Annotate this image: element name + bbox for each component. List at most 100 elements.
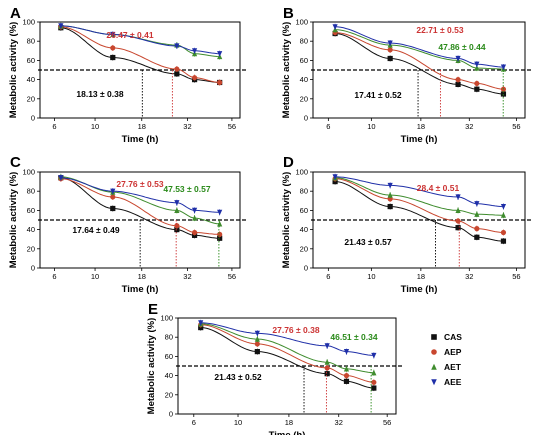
panel-letter: E xyxy=(148,301,158,318)
y-tick-label: 40 xyxy=(300,75,308,84)
point-CAS xyxy=(174,71,180,77)
ic50-annotation: 27.76 ± 0.53 xyxy=(116,179,163,189)
ic50-annotation: 47.53 ± 0.57 xyxy=(163,184,210,194)
y-tick-label: 0 xyxy=(304,114,308,123)
point-AET xyxy=(174,207,180,213)
fit-curve-AET xyxy=(200,323,374,374)
y-tick-label: 100 xyxy=(22,18,35,27)
ic50-annotation: 17.64 ± 0.49 xyxy=(72,225,119,235)
point-AEE xyxy=(198,320,204,326)
y-tick-label: 100 xyxy=(295,18,308,27)
y-tick-label: 0 xyxy=(304,264,308,273)
point-AEE xyxy=(500,203,507,210)
point-AET xyxy=(474,211,480,217)
y-tick-label: 100 xyxy=(160,314,173,323)
y-tick-label: 80 xyxy=(300,187,308,196)
x-tick-label: 18 xyxy=(138,122,146,131)
point-AEE xyxy=(500,64,507,71)
point-AEP xyxy=(254,341,260,347)
y-tick-label: 20 xyxy=(27,244,35,253)
point-AET xyxy=(324,359,330,365)
x-tick-label: 32 xyxy=(335,418,343,427)
point-AEP xyxy=(387,47,393,53)
y-axis-title: Metabolic activity (%) xyxy=(281,172,292,269)
x-tick-label: 6 xyxy=(192,418,196,427)
point-CAS xyxy=(371,385,377,391)
panel-letter: B xyxy=(283,5,294,22)
y-tick-label: 80 xyxy=(27,187,35,196)
panel-letter: C xyxy=(10,154,21,171)
point-AET xyxy=(217,220,223,227)
point-AEE xyxy=(474,61,480,68)
point-AEE xyxy=(58,23,64,29)
y-tick-label: 60 xyxy=(300,56,308,65)
y-tick-label: 80 xyxy=(27,37,35,46)
point-AEE xyxy=(332,24,338,30)
y-tick-label: 40 xyxy=(27,75,35,84)
y-tick-label: 60 xyxy=(27,206,35,215)
fit-curve-AET xyxy=(335,29,504,70)
point-AEE xyxy=(371,352,377,359)
panel-D: D 0 20 40 60 80 100 6 10 18 32 56 Time (h) Metabolic … xyxy=(281,154,533,295)
x-tick-label: 18 xyxy=(285,418,293,427)
point-AEP xyxy=(174,223,180,229)
point-CAS xyxy=(343,378,350,384)
x-axis-title: Time (h) xyxy=(269,430,306,435)
y-axis-title: Metabolic activity (%) xyxy=(146,318,157,415)
y-tick-label: 20 xyxy=(27,94,35,103)
x-tick-label: 56 xyxy=(512,122,520,131)
point-AEE xyxy=(58,175,64,181)
x-tick-label: 32 xyxy=(183,272,191,281)
point-CAS xyxy=(217,235,223,241)
y-tick-label: 0 xyxy=(169,410,173,419)
ic50-annotation: 18.13 ± 0.38 xyxy=(76,89,123,99)
legend-label-AET: AET xyxy=(444,362,462,372)
point-CAS xyxy=(254,349,260,355)
point-CAS xyxy=(500,238,507,244)
ic50-annotation: 21.43 ± 0.52 xyxy=(214,372,261,382)
point-AEP xyxy=(324,365,330,371)
point-AET xyxy=(500,212,507,218)
point-AEP xyxy=(500,229,507,236)
y-tick-label: 80 xyxy=(300,37,308,46)
x-tick-label: 32 xyxy=(183,122,191,131)
panel-C: C 0 20 40 60 80 100 6 10 18 32 56 Time (h) Metabolic … xyxy=(8,154,248,295)
ic50-annotation: 17.41 ± 0.52 xyxy=(354,90,401,100)
point-AEE xyxy=(217,51,223,57)
point-AEE xyxy=(387,40,393,47)
point-AEE xyxy=(110,188,116,195)
x-tick-label: 18 xyxy=(417,122,425,131)
point-AEP xyxy=(174,66,180,72)
point-AEE xyxy=(324,343,330,349)
point-CAS xyxy=(474,234,480,240)
point-AEE xyxy=(387,182,393,189)
legend-marker-AET xyxy=(431,363,437,370)
x-tick-label: 10 xyxy=(367,272,375,281)
y-tick-label: 60 xyxy=(27,56,35,65)
point-AET xyxy=(191,214,198,221)
y-axis-title: Metabolic activity (%) xyxy=(281,22,292,119)
y-tick-label: 40 xyxy=(165,371,173,380)
panel-A: A 0 20 40 60 80 100 6 10 18 32 56 Time (h) Metabolic … xyxy=(8,5,248,145)
point-CAS xyxy=(387,203,393,210)
legend: CAS AEP AET AEE xyxy=(431,332,462,387)
y-tick-label: 20 xyxy=(300,94,308,103)
point-AEE xyxy=(191,48,198,54)
y-axis-title: Metabolic activity (%) xyxy=(8,172,19,269)
fit-curve-AEE xyxy=(335,176,504,208)
point-AEP xyxy=(474,80,480,87)
point-AEP xyxy=(455,218,461,224)
x-axis-title: Time (h) xyxy=(122,284,159,295)
ic50-annotation: 46.51 ± 0.34 xyxy=(330,332,377,342)
point-CAS xyxy=(474,86,480,92)
legend-label-AEE: AEE xyxy=(444,377,462,387)
ic50-annotation: 47.86 ± 0.44 xyxy=(438,42,485,52)
point-AEP xyxy=(110,194,116,200)
fit-curve-AET xyxy=(335,177,504,216)
point-AEP xyxy=(217,79,223,86)
point-CAS xyxy=(387,55,393,62)
point-AEE xyxy=(110,31,116,38)
point-AEP xyxy=(343,373,350,379)
x-tick-label: 32 xyxy=(465,122,473,131)
point-AEE xyxy=(217,209,223,216)
